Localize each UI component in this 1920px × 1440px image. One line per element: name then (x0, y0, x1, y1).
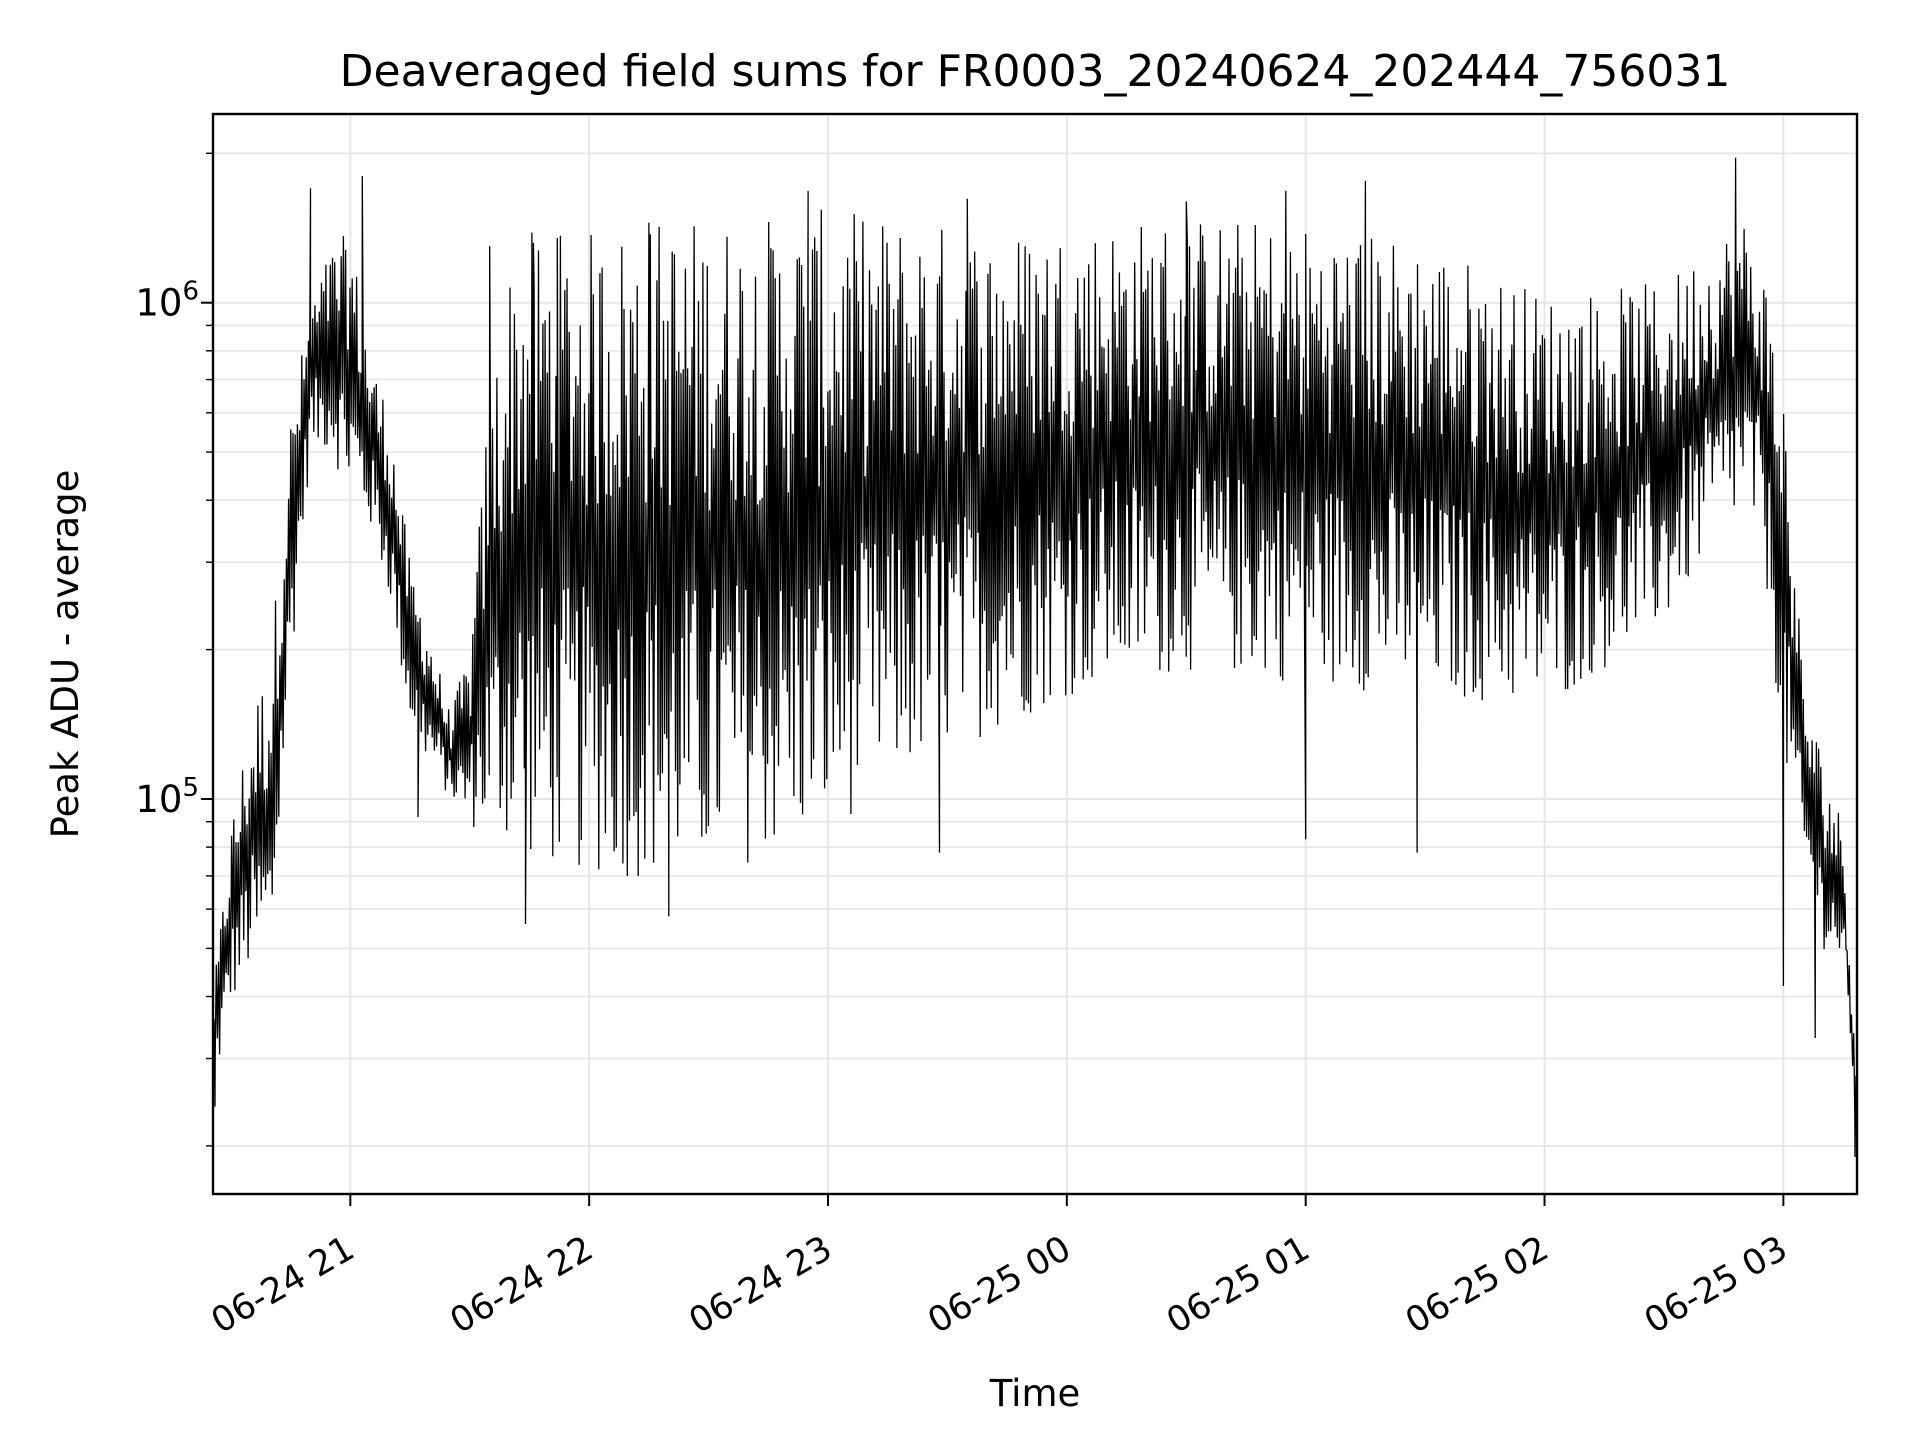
plot-data (212, 157, 1858, 1158)
y-tick-label: 105 (135, 773, 199, 821)
x-tick-label: 06-24 23 (683, 1229, 839, 1342)
x-tick-label: 06-25 00 (921, 1229, 1077, 1342)
x-axis-ticks: 06-24 21 06-24 22 06-24 23 06-25 00 06-25 01… (205, 1194, 1794, 1342)
x-tick-label: 06-24 21 (205, 1229, 361, 1342)
y-axis-label: Peak ADU - average (44, 470, 87, 839)
chart-title: Deaveraged field sums for FR0003_2024062… (340, 46, 1731, 97)
series-line (212, 157, 1858, 1158)
x-tick-label: 06-25 01 (1160, 1229, 1316, 1342)
x-tick-label: 06-25 03 (1638, 1229, 1794, 1342)
x-axis-label: Time (989, 1372, 1081, 1415)
x-tick-label: 06-25 02 (1399, 1229, 1555, 1342)
plot-frame (211, 112, 1859, 1196)
y-axis-ticks: 105 106 (135, 152, 213, 1147)
grid-lines (213, 114, 1857, 1194)
x-tick-label: 06-24 22 (444, 1229, 600, 1342)
y-tick-label: 106 (135, 277, 199, 325)
